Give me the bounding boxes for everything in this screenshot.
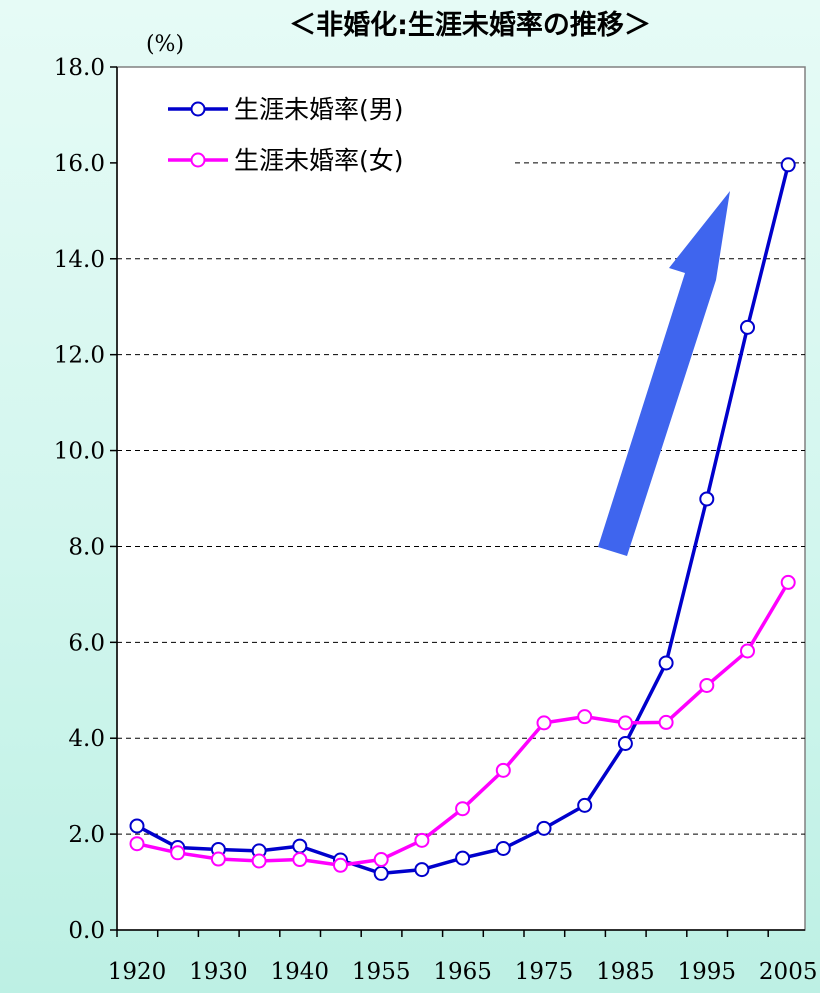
data-point xyxy=(414,862,430,878)
axes xyxy=(110,66,805,937)
y-tick-label: 18.0 xyxy=(54,55,105,81)
y-tick-label: 6.0 xyxy=(68,630,105,656)
data-point xyxy=(251,853,267,869)
y-tick-labels: 0.0 2.0 4.0 6.0 8.0 10.0 12.0 14.0 16.0 18.0 xyxy=(54,55,105,944)
data-point xyxy=(658,714,674,730)
data-point xyxy=(373,865,389,881)
trend-arrow-shape xyxy=(598,191,730,556)
data-point xyxy=(740,319,755,335)
data-point xyxy=(129,836,145,852)
x-tick-label: 1940 xyxy=(271,959,330,985)
plot-area xyxy=(116,66,806,931)
chart-title: ＜非婚化:生涯未婚率の推移＞ xyxy=(289,9,651,41)
x-tick-label: 2005 xyxy=(759,959,818,985)
data-point xyxy=(780,157,796,173)
y-tick-label: 14.0 xyxy=(54,247,105,273)
legend-marker xyxy=(190,101,206,117)
x-tick-label: 1930 xyxy=(189,959,248,985)
data-point xyxy=(617,735,633,751)
data-point xyxy=(699,677,715,693)
y-tick-label: 10.0 xyxy=(54,439,105,465)
grid-lines xyxy=(117,162,805,835)
y-tick-label: 16.0 xyxy=(54,151,105,177)
x-tick-label: 1920 xyxy=(108,959,167,985)
data-point xyxy=(292,838,308,854)
x-tick-label: 1955 xyxy=(352,959,411,985)
y-axis-unit-label: (%) xyxy=(146,32,184,57)
data-point xyxy=(414,832,430,848)
y-tick-label: 8.0 xyxy=(68,534,105,560)
data-point xyxy=(455,801,471,817)
data-point xyxy=(495,762,511,778)
data-point xyxy=(129,818,145,834)
legend-label: 生涯未婚率(女) xyxy=(234,146,404,175)
legend: 生涯未婚率(男) 生涯未婚率(女) xyxy=(168,95,404,175)
data-point xyxy=(699,491,715,507)
y-tick-label: 2.0 xyxy=(68,822,105,848)
data-point xyxy=(577,709,593,725)
data-point xyxy=(495,840,511,856)
legend-marker xyxy=(190,152,206,168)
data-point xyxy=(658,655,674,671)
x-tick-label: 1965 xyxy=(433,959,492,985)
data-point xyxy=(170,845,186,861)
data-point xyxy=(292,852,308,868)
y-tick-label: 12.0 xyxy=(54,343,105,369)
y-tick-label: 0.0 xyxy=(68,918,105,944)
x-tick-label: 1975 xyxy=(515,959,574,985)
data-point xyxy=(740,643,755,659)
data-point xyxy=(780,574,796,590)
series-male xyxy=(129,157,796,881)
data-point xyxy=(210,851,226,867)
x-tick-label: 1995 xyxy=(678,959,737,985)
legend-label: 生涯未婚率(男) xyxy=(234,95,404,124)
x-tick-label: 1985 xyxy=(596,959,655,985)
y-tick-label: 4.0 xyxy=(68,726,105,752)
series-female xyxy=(129,574,796,873)
upward-trend-arrow xyxy=(598,191,730,556)
data-point xyxy=(373,852,389,868)
data-point xyxy=(577,797,593,813)
data-point xyxy=(333,857,348,873)
data-point xyxy=(455,850,471,866)
data-point xyxy=(617,715,633,731)
data-point xyxy=(536,820,552,836)
x-tick-labels: 1920 1930 1940 1955 1965 1975 1985 1995 2005 xyxy=(108,959,818,985)
series-lines xyxy=(129,157,796,881)
data-point xyxy=(536,715,552,731)
